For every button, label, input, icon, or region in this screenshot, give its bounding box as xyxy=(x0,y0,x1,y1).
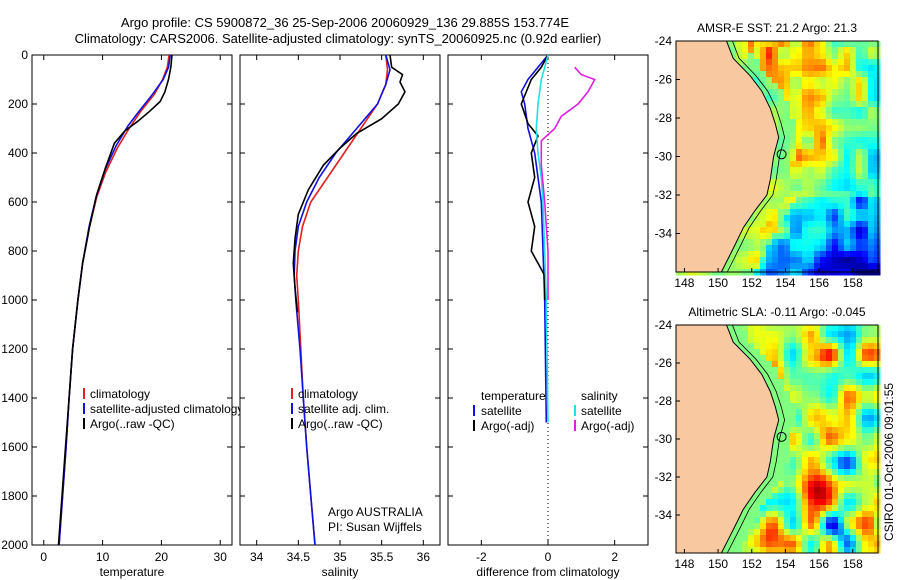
salinity-series-satellite-adj-clim- xyxy=(293,55,391,545)
temperature-xtick-label: 10 xyxy=(96,550,110,564)
sla-map-xtick-label: 158 xyxy=(843,557,863,571)
legend-salinity-item: satellite xyxy=(581,404,622,418)
sla-map-ytick-label: -30 xyxy=(655,432,673,446)
depth-tick-label: 800 xyxy=(8,244,28,258)
sst-map-ytick-label: -24 xyxy=(655,34,673,48)
sst-map-xtick-label: 148 xyxy=(674,276,694,290)
sla-map-ytick-label: -24 xyxy=(655,318,673,332)
difference-series-salinity-argo-adj- xyxy=(540,66,596,300)
salinity-xtick-label: 36 xyxy=(417,550,431,564)
profile-annotation: PI: Susan Wijffels xyxy=(328,520,422,534)
sst-map-xtick-label: 158 xyxy=(843,276,863,290)
sla-map-argo-marker xyxy=(776,431,787,442)
depth-tick-label: 400 xyxy=(8,146,28,160)
depth-tick-label: 1400 xyxy=(1,391,28,405)
difference-series-temperature-argo-adj- xyxy=(520,55,549,300)
salinity-legend-label: Argo(..raw -QC) xyxy=(298,417,383,431)
difference-xtick-label: 0 xyxy=(545,550,552,564)
temperature-legend-label: satellite-adjusted climatology xyxy=(90,402,243,416)
salinity-chart: 34 34.5 35 35.5 36 salinity climatologysatelli… xyxy=(239,54,441,579)
sst-map-xtick-label: 150 xyxy=(708,276,728,290)
sla-map-ytick-label: -34 xyxy=(655,508,673,522)
title-line-2: Climatology: CARS2006. Satellite-adjuste… xyxy=(75,31,602,46)
sst-map-ytick-label: -32 xyxy=(655,188,673,202)
salinity-series-argo-raw-qc- xyxy=(292,55,406,313)
salinity-xtick-label: 35 xyxy=(333,550,347,564)
salinity-frame xyxy=(239,54,441,546)
sst-map-ytick-label: -28 xyxy=(655,111,673,125)
depth-tick-label: 1600 xyxy=(1,440,28,454)
temperature-xtick-label: 30 xyxy=(214,550,228,564)
sla-map-xtick-label: 148 xyxy=(674,557,694,571)
depth-tick-label: 1200 xyxy=(1,342,28,356)
sst-map-xtick-label: 154 xyxy=(775,276,795,290)
difference-xtick-label: -2 xyxy=(476,550,487,564)
sla-map-xtick-label: 150 xyxy=(708,557,728,571)
difference-xlabel: difference from climatology xyxy=(476,565,619,579)
legend-temperature-title: temperature xyxy=(481,389,546,403)
salinity-legend-label: satellite adj. clim. xyxy=(298,402,389,416)
sst-map-argo-marker xyxy=(776,149,787,160)
depth-tick-label: 1800 xyxy=(1,489,28,503)
side-label: CSIRO 01-Oct-2006 09:01:55 xyxy=(882,383,896,541)
sst-map-ytick-label: -34 xyxy=(655,227,673,241)
salinity-xtick-label: 35.5 xyxy=(370,550,394,564)
temperature-xtick-label: 20 xyxy=(155,550,169,564)
sst-map-xtick-label: 152 xyxy=(742,276,762,290)
temperature-xlabel: temperature xyxy=(100,565,165,579)
sst-map: AMSR-E SST: 21.2 Argo: 21.3 148 150 152 154 1… xyxy=(655,21,881,290)
sst-map-ytick-label: -26 xyxy=(655,73,673,87)
salinity-xlabel: salinity xyxy=(322,565,359,579)
temperature-xtick-label: 0 xyxy=(40,550,47,564)
sla-map-ytick-label: -28 xyxy=(655,394,673,408)
difference-xtick-label: 2 xyxy=(611,550,618,564)
legend-temperature-item: satellite xyxy=(481,404,522,418)
depth-tick-label: 600 xyxy=(8,195,28,209)
salinity-legend-label: climatology xyxy=(298,387,358,401)
depth-tick-label: 1000 xyxy=(1,293,28,307)
sst-map-ytick-label: -30 xyxy=(655,150,673,164)
sst-map-xtick-label: 156 xyxy=(809,276,829,290)
salinity-xtick-label: 34.5 xyxy=(287,550,311,564)
legend-salinity-title: salinity xyxy=(581,389,618,403)
sla-map-xtick-label: 154 xyxy=(775,557,795,571)
sla-map-title: Altimetric SLA: -0.11 Argo: -0.045 xyxy=(688,305,866,319)
depth-tick-label: 2000 xyxy=(1,538,28,552)
depth-tick-label: 0 xyxy=(21,48,28,62)
legend-salinity-item: Argo(-adj) xyxy=(581,419,634,433)
temperature-series-argo-raw-qc- xyxy=(57,55,173,545)
temperature-legend-label: climatology xyxy=(90,387,150,401)
sst-map-shelf-contour xyxy=(707,40,786,273)
temperature-chart: 0 10 20 30 0 200 400 600 800 1000 1200 1400 1600 1800… xyxy=(1,48,243,579)
salinity-xtick-label: 34 xyxy=(250,550,264,564)
profile-annotation: Argo AUSTRALIA xyxy=(328,505,423,519)
difference-series-temperature-satellite xyxy=(520,55,549,423)
sla-map-xtick-label: 152 xyxy=(742,557,762,571)
legend-temperature-item: Argo(-adj) xyxy=(481,419,534,433)
sla-map-ytick-label: -26 xyxy=(655,356,673,370)
sst-map-title: AMSR-E SST: 21.2 Argo: 21.3 xyxy=(697,21,857,35)
difference-series-salinity-satellite xyxy=(535,55,549,423)
sla-map-ytick-label: -32 xyxy=(655,470,673,484)
sla-map: Altimetric SLA: -0.11 Argo: -0.045 148 150… xyxy=(655,305,881,571)
sla-map-shelf-contour xyxy=(707,324,786,554)
temperature-frame xyxy=(31,54,233,546)
title-line-1: Argo profile: CS 5900872_36 25-Sep-2006 … xyxy=(121,15,569,30)
depth-tick-label: 200 xyxy=(8,97,28,111)
sla-map-xtick-label: 156 xyxy=(809,557,829,571)
temperature-legend-label: Argo(..raw -QC) xyxy=(90,417,175,431)
